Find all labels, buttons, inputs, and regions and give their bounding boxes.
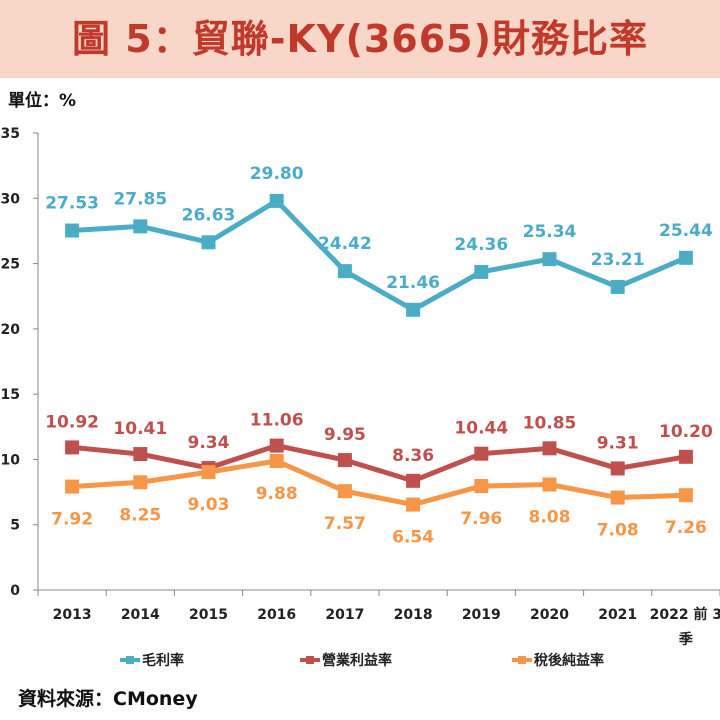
data-point [542, 252, 557, 267]
legend-label: 營業利益率 [322, 652, 392, 669]
data-label: 7.26 [665, 518, 707, 538]
data-point [610, 490, 625, 505]
data-label: 9.88 [256, 484, 298, 504]
legend-marker [306, 656, 314, 664]
source-label: 資料來源：CMoney [18, 688, 198, 710]
data-point [201, 235, 216, 250]
data-label: 6.54 [392, 528, 434, 548]
data-label: 9.03 [188, 495, 230, 515]
data-label: 8.36 [392, 446, 434, 466]
data-point [201, 465, 216, 480]
series-line [71, 198, 687, 313]
data-label: 11.06 [250, 411, 304, 431]
data-label: 10.92 [45, 412, 99, 432]
data-point [474, 446, 489, 461]
data-point [406, 497, 421, 512]
chart-title: 圖 5：貿聯-KY(3665)財務比率 [72, 17, 648, 61]
data-point [474, 264, 489, 279]
legend-label: 毛利率 [142, 652, 184, 669]
data-point [65, 223, 80, 238]
x-tick-label: 2020 [530, 607, 569, 623]
data-point [269, 193, 284, 208]
data-point [678, 488, 693, 503]
data-point [610, 461, 625, 476]
data-point [269, 438, 284, 453]
data-label: 21.46 [386, 273, 440, 293]
y-tick-label: 5 [10, 518, 20, 534]
data-label: 7.57 [324, 514, 366, 534]
data-label: 27.85 [113, 189, 167, 209]
data-point [474, 479, 489, 494]
data-label: 26.63 [182, 205, 236, 225]
x-tick-label: 2019 [462, 607, 501, 623]
data-label: 24.42 [318, 234, 372, 254]
title-banner [0, 0, 720, 78]
x-tick-label: 2014 [121, 607, 160, 623]
y-tick-label: 20 [1, 322, 21, 338]
data-label: 7.96 [460, 509, 502, 529]
data-point [337, 453, 352, 468]
series-line [71, 458, 686, 508]
data-label: 9.34 [188, 433, 230, 453]
data-point [65, 440, 80, 455]
data-point [337, 264, 352, 279]
data-label: 25.44 [659, 221, 713, 241]
data-label: 8.25 [119, 505, 161, 525]
data-label: 7.08 [597, 521, 639, 541]
y-tick-label: 25 [1, 257, 20, 273]
data-point [133, 447, 148, 462]
y-tick-label: 35 [1, 126, 20, 142]
x-tick-label: 2021 [598, 607, 637, 623]
data-point [406, 473, 421, 488]
data-point [133, 219, 148, 234]
legend-label: 稅後純益率 [534, 652, 604, 669]
data-label: 25.34 [523, 222, 577, 242]
x-tick-label: 2016 [257, 607, 296, 623]
series-line [71, 443, 687, 484]
data-label: 9.31 [597, 433, 639, 453]
data-label: 10.20 [659, 422, 713, 442]
y-tick-label: 10 [1, 452, 21, 468]
data-point [269, 453, 284, 468]
data-label: 24.36 [454, 235, 508, 255]
data-label: 8.08 [529, 507, 571, 527]
data-label: 29.80 [250, 164, 304, 184]
data-point [337, 484, 352, 499]
data-point [678, 449, 693, 464]
data-point [542, 477, 557, 492]
y-tick-label: 15 [1, 387, 20, 403]
data-point [65, 479, 80, 494]
data-label: 10.85 [523, 413, 577, 433]
x-tick-label: 2017 [325, 607, 364, 623]
data-point [133, 475, 148, 490]
y-tick-label: 0 [10, 583, 20, 599]
x-tick-label: 2013 [53, 607, 92, 623]
data-label: 10.44 [454, 419, 508, 439]
data-label: 9.95 [324, 425, 366, 445]
data-label: 7.92 [51, 510, 93, 530]
data-label: 23.21 [591, 250, 645, 270]
data-point [678, 250, 693, 265]
legend-marker [518, 656, 526, 664]
x-tick-label: 2015 [189, 607, 228, 623]
data-label: 10.41 [113, 419, 167, 439]
data-point [610, 279, 625, 294]
legend-marker [126, 656, 134, 664]
unit-label: 單位：% [8, 91, 77, 111]
data-point [542, 441, 557, 456]
y-tick-label: 30 [1, 191, 21, 207]
data-label: 27.53 [45, 194, 99, 214]
x-tick-label: 2018 [394, 607, 433, 623]
data-point [406, 302, 421, 317]
